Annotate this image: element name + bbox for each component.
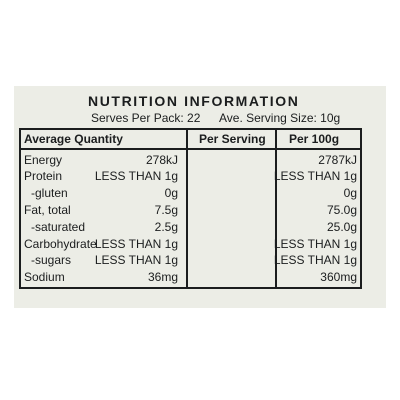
header-per-100g: Per 100g	[289, 132, 340, 146]
row-label: Carbohydrate	[24, 237, 97, 251]
per-serving-value: 0g	[164, 186, 178, 200]
per-100g-value: 2787kJ	[318, 153, 357, 167]
table-row-gluten: -gluten 0g 0g	[21, 186, 360, 202]
table-row-fat-total: Fat, total 7.5g 75.0g	[21, 203, 360, 219]
nutrition-panel: NUTRITION INFORMATION Serves Per Pack: 2…	[14, 86, 386, 308]
per-100g-value: LESS THAN 1g	[273, 169, 357, 183]
per-100g-value: 360mg	[320, 270, 357, 284]
per-100g-value: 75.0g	[326, 203, 357, 217]
per-serving-value: 7.5g	[154, 203, 178, 217]
per-serving-value: LESS THAN 1g	[94, 169, 178, 183]
table-row-saturated: -saturated 2.5g 25.0g	[21, 220, 360, 236]
row-label: -sugars	[31, 253, 72, 267]
column-divider	[186, 130, 188, 287]
per-100g-value: 0g	[343, 186, 357, 200]
per-100g-value: LESS THAN 1g	[273, 237, 357, 251]
table-row-carbohydrate: Carbohydrate LESS THAN 1g LESS THAN 1g	[21, 237, 360, 253]
per-100g-value: 25.0g	[326, 220, 357, 234]
table-row-sodium: Sodium 36mg 360mg	[21, 270, 360, 286]
header-average-quantity: Average Quantity	[24, 132, 123, 146]
row-label: -gluten	[31, 186, 68, 200]
per-serving-value: 36mg	[147, 270, 178, 284]
serves-per-pack: Serves Per Pack: 22	[91, 111, 201, 125]
row-label: -saturated	[31, 220, 86, 234]
row-label: Fat, total	[24, 203, 71, 217]
table-row-protein: Protein LESS THAN 1g LESS THAN 1g	[21, 169, 360, 185]
per-serving-value: LESS THAN 1g	[94, 253, 178, 267]
per-serving-value: 278kJ	[145, 153, 178, 167]
header-per-serving: Per Serving	[199, 132, 266, 146]
row-label: Energy	[24, 153, 63, 167]
per-100g-value: LESS THAN 1g	[273, 253, 357, 267]
column-divider	[275, 130, 277, 287]
table-row-sugars: -sugars LESS THAN 1g LESS THAN 1g	[21, 253, 360, 269]
serving-size: Ave. Serving Size: 10g	[219, 111, 341, 125]
table-row-energy: Energy 278kJ 2787kJ	[21, 153, 360, 169]
nutrition-table: Average Quantity Per Serving Per 100g En…	[19, 128, 362, 289]
row-label: Protein	[24, 169, 63, 183]
row-label: Sodium	[24, 270, 65, 284]
per-serving-value: LESS THAN 1g	[94, 237, 178, 251]
per-serving-value: 2.5g	[154, 220, 178, 234]
header-divider	[21, 148, 360, 150]
panel-title: NUTRITION INFORMATION	[88, 93, 300, 109]
